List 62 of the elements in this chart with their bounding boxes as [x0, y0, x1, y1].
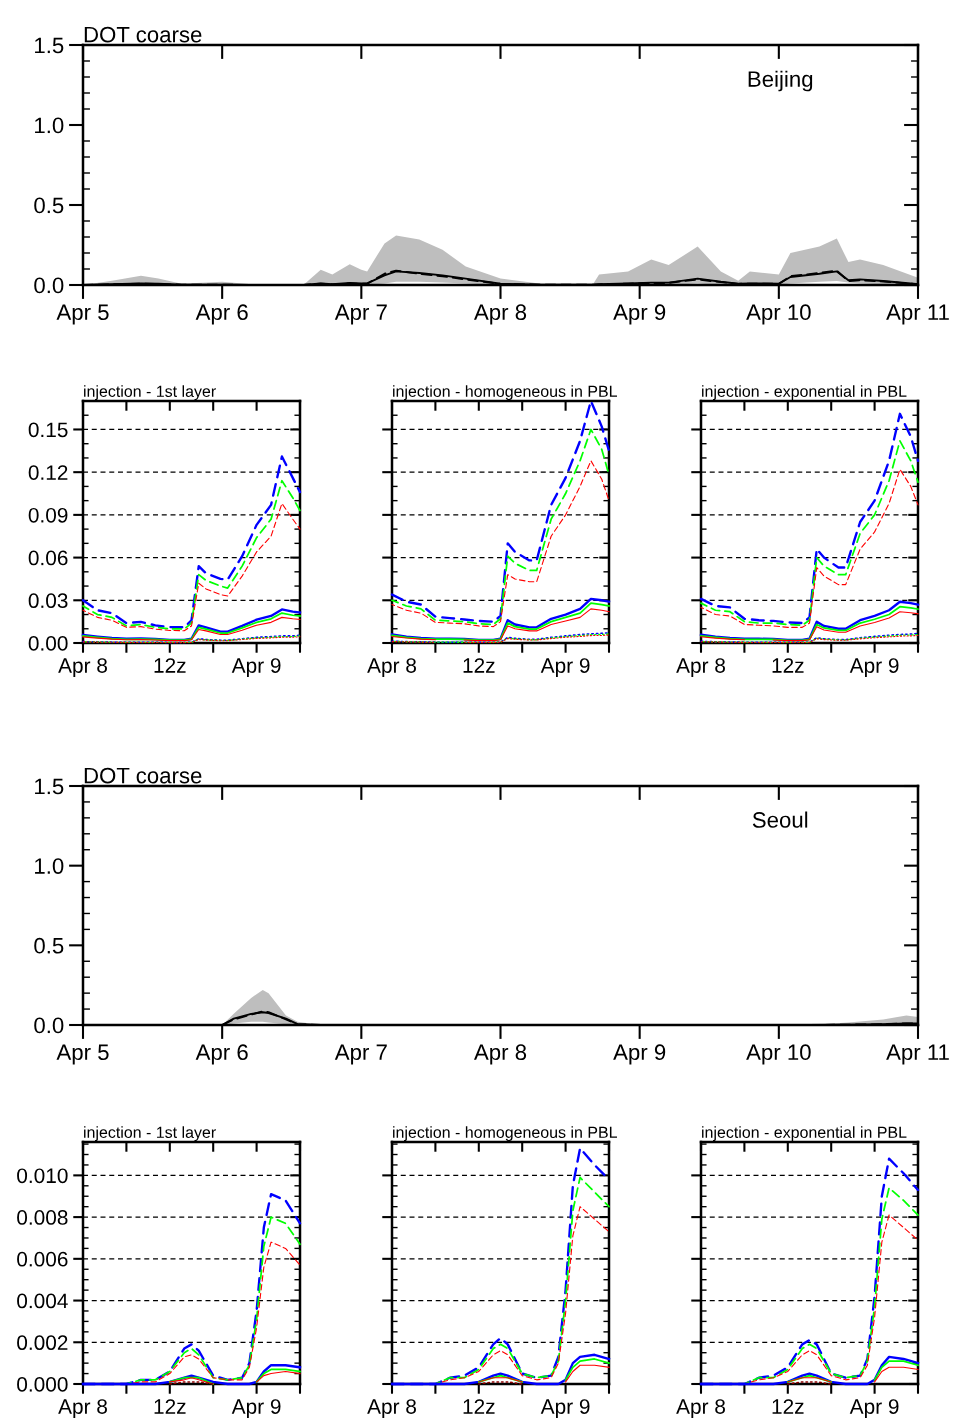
y-tick-label: 0.00 — [28, 636, 68, 651]
y-tick-label: 0.000 — [17, 1377, 68, 1392]
x-tick-label: 12z — [154, 658, 186, 673]
y-tick-label: 0.12 — [28, 465, 68, 480]
x-tick-label: Apr 5 — [56, 304, 109, 325]
x-tick-label: Apr 10 — [746, 1044, 811, 1065]
x-tick-label: Apr 9 — [613, 304, 666, 325]
chart-title: injection - exponential in PBL — [702, 385, 907, 401]
annotation: Beijing — [748, 70, 813, 92]
x-tick-label: Apr 8 — [58, 658, 107, 677]
y-tick-label: 0.004 — [17, 1293, 68, 1309]
x-tick-label: Apr 11 — [886, 1044, 949, 1065]
x-tick-label: Apr 8 — [367, 1399, 416, 1418]
y-tick-label: 0.0 — [34, 277, 64, 294]
chart-title: injection - 1st layer — [84, 385, 216, 401]
x-tick-label: Apr 7 — [334, 1044, 387, 1065]
x-tick-label: Apr 9 — [849, 658, 899, 677]
y-tick-label: 1.0 — [35, 117, 64, 134]
y-tick-label: 1.0 — [35, 858, 64, 874]
y-tick-label: 1.5 — [35, 778, 64, 795]
x-tick-label: Apr 7 — [334, 304, 387, 325]
y-tick-label: 0.09 — [28, 507, 68, 523]
chart-title: injection - homogeneous in PBL — [393, 1126, 617, 1142]
x-tick-label: 12z — [463, 1399, 495, 1414]
y-tick-label: 0.03 — [28, 593, 68, 609]
x-tick-label: 12z — [154, 1399, 186, 1414]
x-tick-label: Apr 6 — [195, 304, 248, 325]
y-tick-label: 0.008 — [17, 1210, 68, 1225]
annotation: Seoul — [752, 811, 808, 828]
x-tick-label: Apr 8 — [676, 1399, 725, 1418]
y-tick-label: 0.15 — [28, 422, 68, 438]
x-tick-label: Apr 9 — [231, 1399, 281, 1418]
chart-title: DOT coarse — [84, 26, 202, 43]
chart-title: DOT coarse — [84, 767, 202, 784]
y-tick-label: 0.0 — [34, 1017, 64, 1034]
x-tick-label: Apr 8 — [473, 304, 527, 325]
y-tick-label: 0.006 — [17, 1251, 68, 1267]
x-tick-label: Apr 8 — [367, 658, 416, 677]
x-tick-label: Apr 8 — [676, 658, 725, 677]
x-tick-label: Apr 9 — [613, 1044, 666, 1065]
x-tick-label: Apr 9 — [849, 1399, 899, 1418]
x-tick-label: 12z — [463, 658, 495, 673]
x-tick-label: Apr 5 — [56, 1044, 109, 1065]
x-tick-label: Apr 8 — [473, 1044, 527, 1065]
x-tick-label: Apr 10 — [746, 304, 811, 325]
chart-title: injection - homogeneous in PBL — [393, 385, 617, 401]
y-tick-label: 0.010 — [17, 1168, 68, 1184]
x-tick-label: Apr 11 — [886, 304, 949, 325]
y-tick-label: 1.5 — [35, 37, 64, 54]
x-tick-label: 12z — [772, 1399, 804, 1414]
y-tick-label: 0.06 — [28, 550, 68, 566]
y-tick-label: 0.002 — [17, 1335, 68, 1351]
chart-title: injection - exponential in PBL — [702, 1126, 907, 1142]
x-tick-label: Apr 9 — [540, 1399, 590, 1418]
y-tick-label: 0.5 — [34, 937, 64, 954]
x-tick-label: 12z — [772, 658, 804, 673]
x-tick-label: Apr 9 — [540, 658, 590, 677]
x-tick-label: Apr 8 — [58, 1399, 107, 1418]
x-tick-label: Apr 9 — [231, 658, 281, 677]
y-tick-label: 0.5 — [34, 197, 64, 214]
chart-title: injection - 1st layer — [84, 1126, 216, 1142]
x-tick-label: Apr 6 — [195, 1044, 248, 1065]
